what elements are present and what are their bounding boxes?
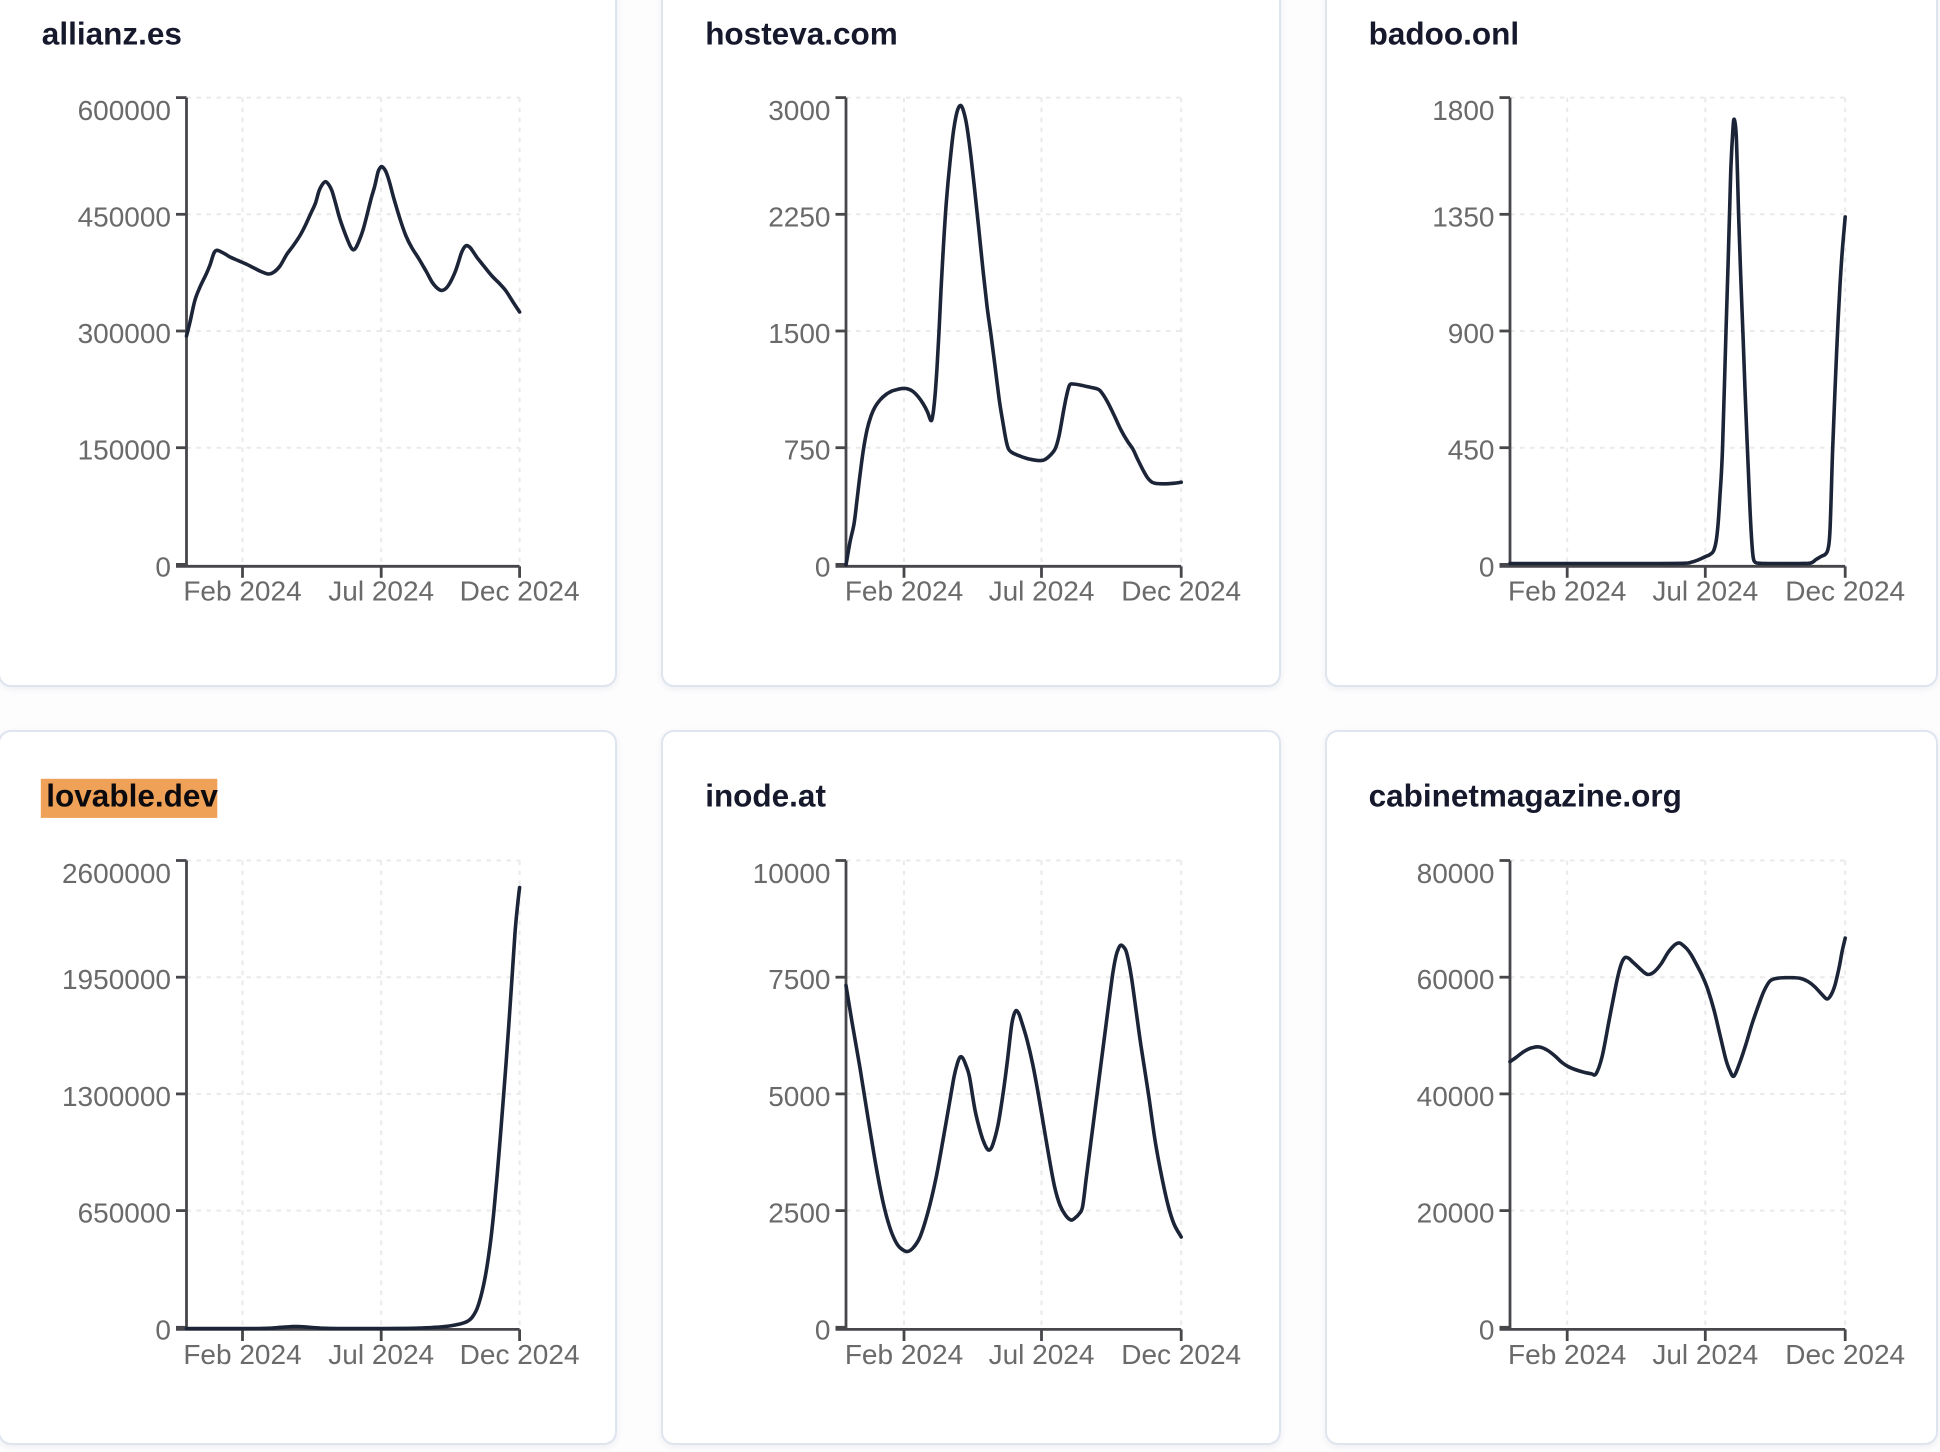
- svg-text:5000: 5000: [768, 1081, 830, 1112]
- svg-text:7500: 7500: [768, 964, 830, 995]
- svg-text:Jul 2024: Jul 2024: [328, 1339, 434, 1370]
- svg-text:2250: 2250: [768, 201, 830, 232]
- svg-text:badoo.onl: badoo.onl: [1369, 15, 1519, 51]
- svg-text:Dec 2024: Dec 2024: [460, 576, 580, 607]
- svg-text:60000: 60000: [1417, 964, 1495, 995]
- svg-text:1500: 1500: [768, 318, 830, 349]
- svg-text:lovable.dev: lovable.dev: [46, 777, 218, 813]
- svg-text:Dec 2024: Dec 2024: [1121, 1339, 1241, 1370]
- svg-text:1300000: 1300000: [62, 1081, 171, 1112]
- svg-text:1350: 1350: [1432, 201, 1494, 232]
- svg-text:80000: 80000: [1417, 858, 1495, 889]
- svg-text:Jul 2024: Jul 2024: [989, 1339, 1095, 1370]
- svg-text:2600000: 2600000: [62, 858, 171, 889]
- svg-text:650000: 650000: [78, 1198, 171, 1229]
- svg-text:Jul 2024: Jul 2024: [1652, 576, 1758, 607]
- svg-text:150000: 150000: [78, 435, 171, 466]
- svg-text:inode.at: inode.at: [705, 777, 826, 813]
- svg-text:0: 0: [1479, 1314, 1495, 1345]
- svg-text:hosteva.com: hosteva.com: [705, 15, 898, 51]
- svg-text:750: 750: [784, 435, 831, 466]
- svg-text:Dec 2024: Dec 2024: [1121, 576, 1241, 607]
- svg-text:Feb 2024: Feb 2024: [183, 576, 301, 607]
- svg-text:Dec 2024: Dec 2024: [1785, 1339, 1905, 1370]
- svg-text:0: 0: [815, 1314, 831, 1345]
- svg-text:cabinetmagazine.org: cabinetmagazine.org: [1369, 777, 1682, 813]
- svg-text:Feb 2024: Feb 2024: [1508, 1339, 1626, 1370]
- svg-text:1950000: 1950000: [62, 964, 171, 995]
- svg-text:Feb 2024: Feb 2024: [183, 1339, 301, 1370]
- svg-text:0: 0: [1479, 551, 1495, 582]
- svg-text:allianz.es: allianz.es: [42, 15, 182, 51]
- svg-text:600000: 600000: [78, 95, 171, 126]
- svg-text:Feb 2024: Feb 2024: [1508, 576, 1626, 607]
- svg-text:Feb 2024: Feb 2024: [845, 1339, 963, 1370]
- svg-text:300000: 300000: [78, 318, 171, 349]
- svg-text:Jul 2024: Jul 2024: [989, 576, 1095, 607]
- svg-text:0: 0: [815, 551, 831, 582]
- svg-text:3000: 3000: [768, 95, 830, 126]
- svg-text:450: 450: [1448, 435, 1495, 466]
- svg-text:450000: 450000: [78, 201, 171, 232]
- svg-text:40000: 40000: [1417, 1081, 1495, 1112]
- svg-text:Jul 2024: Jul 2024: [328, 576, 434, 607]
- svg-text:0: 0: [155, 1314, 171, 1345]
- svg-text:900: 900: [1448, 318, 1495, 349]
- svg-text:20000: 20000: [1417, 1198, 1495, 1229]
- svg-text:10000: 10000: [753, 858, 831, 889]
- svg-text:Dec 2024: Dec 2024: [460, 1339, 580, 1370]
- svg-text:0: 0: [155, 551, 171, 582]
- svg-text:Feb 2024: Feb 2024: [845, 576, 963, 607]
- svg-text:1800: 1800: [1432, 95, 1494, 126]
- svg-text:Jul 2024: Jul 2024: [1652, 1339, 1758, 1370]
- svg-text:Dec 2024: Dec 2024: [1785, 576, 1905, 607]
- svg-text:2500: 2500: [768, 1198, 830, 1229]
